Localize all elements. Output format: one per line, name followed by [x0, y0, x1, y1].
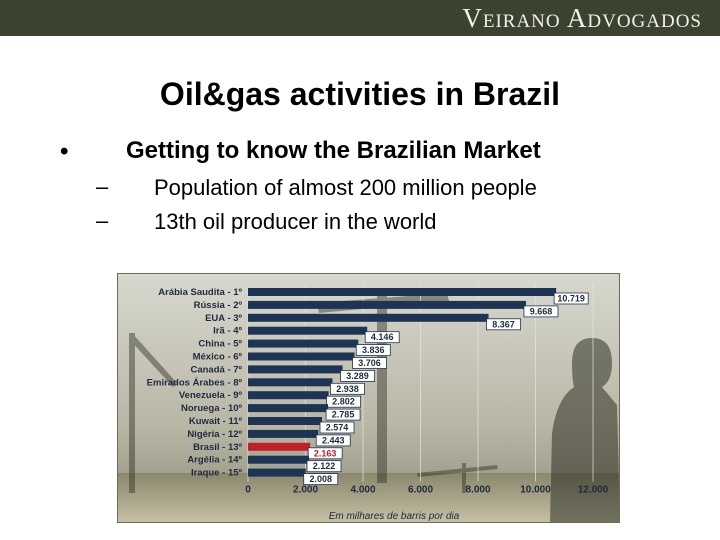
- bar: [248, 417, 323, 425]
- oil-production-chart: Arábia Saudita - 1º 10.719 Rússia - 2º 9.66…: [117, 273, 620, 523]
- x-tick-label: 4.000: [350, 485, 375, 496]
- bar: [248, 326, 368, 335]
- bar-highlight: [248, 442, 311, 451]
- value-label-box: [303, 473, 339, 486]
- bar: [248, 365, 343, 374]
- value-label-box: [340, 370, 375, 382]
- x-axis-label: Em milhares de barris por dia: [329, 511, 460, 522]
- value-label-box: [326, 395, 361, 408]
- x-tick-label: 0: [245, 485, 251, 496]
- value-label: 8.367: [492, 319, 515, 329]
- category-label: Argélia - 14º: [187, 455, 242, 466]
- bar: [248, 404, 329, 413]
- value-label-box: [306, 460, 342, 473]
- value-label: 9.668: [530, 306, 553, 316]
- value-label-box: [553, 292, 589, 305]
- slide-title: Oil&gas activities in Brazil: [159, 76, 561, 112]
- category-label: Noruega - 10º: [181, 403, 243, 414]
- header-bar: Veirano Advogados: [0, 0, 720, 36]
- value-label-box: [486, 318, 521, 331]
- value-label: 2.008: [309, 474, 332, 484]
- value-label: 2.163: [314, 448, 337, 458]
- dash-marker: –: [96, 174, 109, 199]
- bullet-dot: •: [60, 138, 69, 165]
- bullet-text: Getting to know the Brazilian Market: [126, 137, 541, 164]
- value-label-box: [307, 447, 343, 460]
- category-label: Iraque - 15º: [191, 468, 243, 479]
- value-label-box: [364, 331, 400, 344]
- value-label-box: [315, 434, 351, 447]
- chart-photo: Arábia Saudita - 1º 10.719 Rússia - 2º 9.66…: [117, 273, 620, 523]
- value-label-box: [352, 357, 387, 369]
- value-label: 2.802: [332, 397, 355, 407]
- value-label: 2.938: [336, 384, 359, 394]
- category-label: Brasil - 13º: [193, 442, 242, 453]
- value-label: 3.836: [362, 345, 385, 355]
- x-tick-label: 12.000: [578, 485, 609, 496]
- category-label: México - 6º: [193, 352, 243, 363]
- value-label: 2.122: [313, 461, 336, 471]
- bar: [248, 339, 359, 348]
- bar: [248, 468, 306, 477]
- category-label: China - 5º: [198, 339, 242, 350]
- value-label-box: [523, 305, 559, 318]
- brand-logo: Veirano Advogados: [462, 3, 702, 33]
- bar: [248, 313, 489, 322]
- value-label-box: [330, 382, 365, 395]
- category-label: Arábia Saudita - 1º: [158, 287, 242, 298]
- bar: [248, 378, 333, 387]
- bar: [248, 300, 526, 309]
- value-label: 4.146: [371, 332, 394, 342]
- x-tick-label: 8.000: [465, 485, 490, 496]
- value-label-box: [325, 408, 361, 421]
- category-label: Nigéria - 12º: [187, 429, 242, 440]
- bar: [248, 391, 329, 400]
- category-label: Rússia - 2º: [194, 300, 243, 311]
- subbullet-population: Population of almost 200 million people: [154, 175, 537, 200]
- category-label: Venezuela - 9º: [179, 390, 243, 401]
- photo-ground: [117, 473, 620, 523]
- value-label-box: [319, 421, 355, 434]
- value-label: 3.706: [358, 358, 381, 368]
- x-tick-label: 10.000: [520, 485, 551, 496]
- category-label: Kuwait - 11º: [189, 416, 243, 427]
- category-label: Canadá - 7º: [190, 364, 242, 375]
- x-tick-label: 6.000: [408, 485, 433, 496]
- value-label: 2.574: [326, 423, 349, 433]
- chart-bars: Arábia Saudita - 1º 10.719 Rússia - 2º 9.66…: [147, 287, 589, 486]
- bar: [248, 352, 355, 361]
- value-label: 10.719: [557, 294, 585, 304]
- subbullet-producer: 13th oil producer in the world: [154, 209, 437, 234]
- category-label: EUA - 3º: [205, 313, 242, 324]
- dash-marker: –: [96, 208, 109, 233]
- category-label: Irã - 4º: [213, 326, 242, 337]
- bar: [248, 429, 319, 438]
- x-tick-label: 2.000: [293, 485, 318, 496]
- photo-border: [117, 273, 620, 523]
- value-label: 2.785: [332, 410, 355, 420]
- bar: [248, 288, 557, 296]
- category-label: Emirados Árabes - 8º: [147, 377, 243, 388]
- worker-silhouette: [550, 338, 620, 523]
- bar: [248, 455, 310, 464]
- value-label: 3.289: [346, 371, 369, 381]
- value-label: 2.443: [322, 435, 345, 445]
- value-label-box: [355, 344, 391, 356]
- chart-axis: 0 2.000 4.000 6.000 8.000 10.000 12.000: [245, 485, 609, 496]
